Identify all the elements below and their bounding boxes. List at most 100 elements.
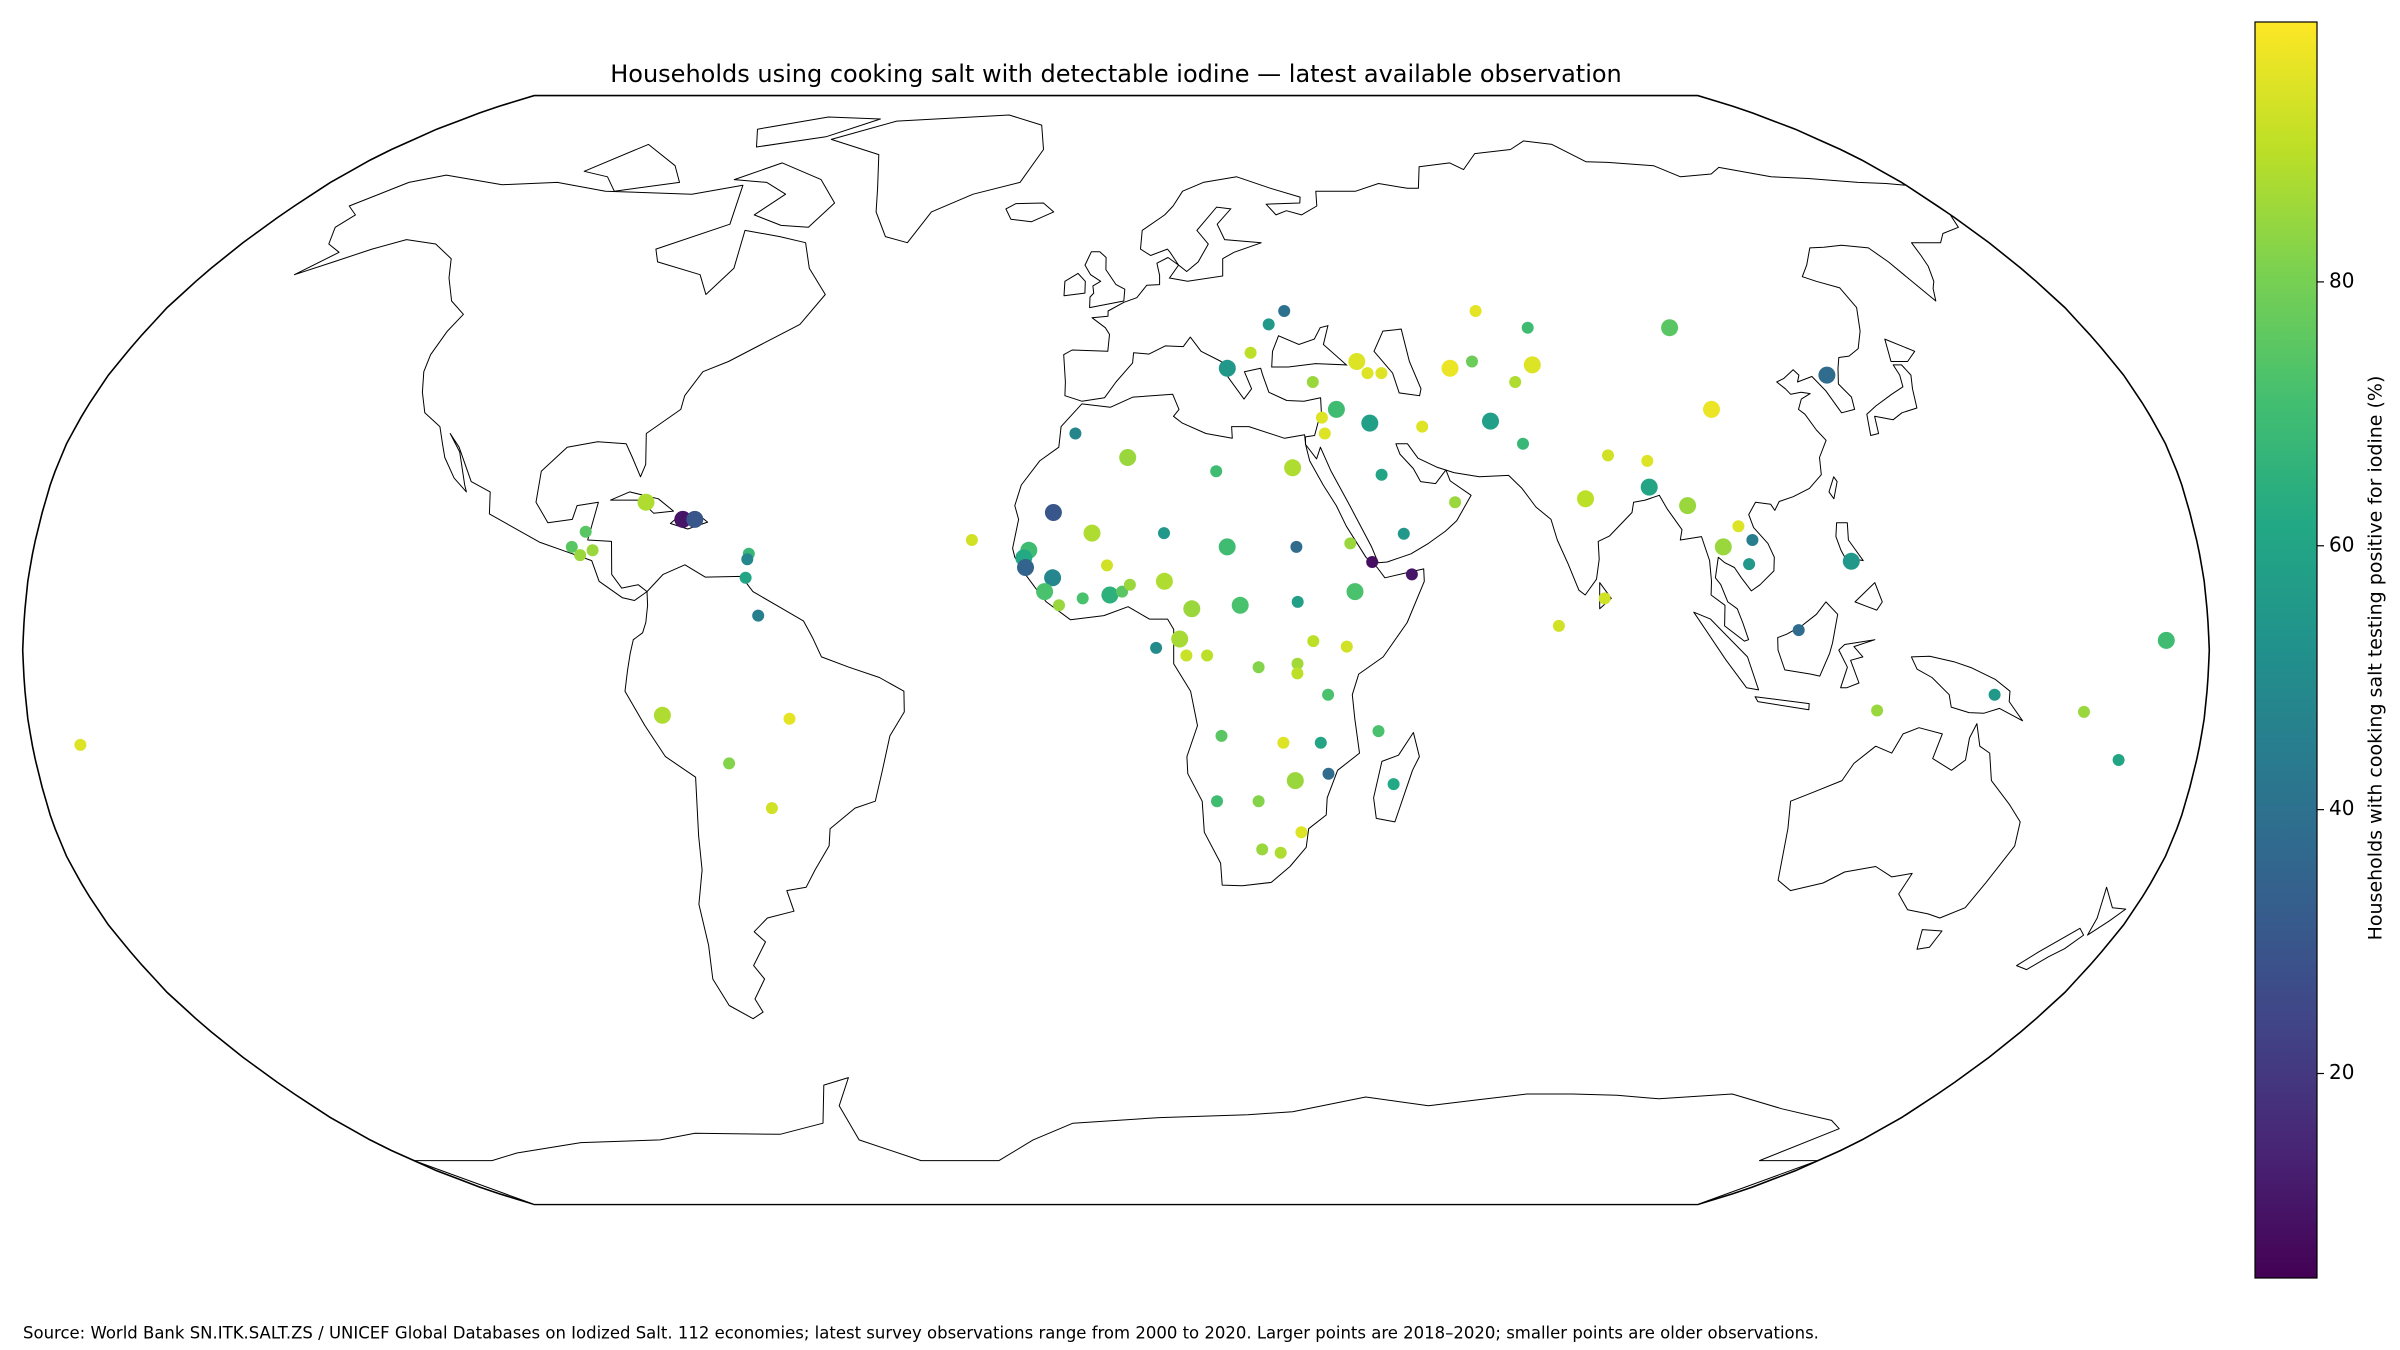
inland-sea xyxy=(1271,325,1348,368)
data-point xyxy=(1318,427,1331,440)
data-point xyxy=(1171,630,1189,648)
data-point xyxy=(1818,366,1836,384)
data-point xyxy=(1482,412,1499,430)
data-point xyxy=(1291,657,1304,670)
data-point xyxy=(1307,635,1320,648)
data-point xyxy=(1277,736,1290,749)
data-point xyxy=(1346,583,1364,601)
data-point xyxy=(1155,572,1173,590)
data-point xyxy=(1123,578,1136,591)
data-point xyxy=(1641,454,1654,467)
chart-title: Households using cooking salt with detec… xyxy=(610,60,1622,88)
data-point xyxy=(1290,540,1303,553)
data-point xyxy=(1661,319,1679,337)
land xyxy=(1916,929,1943,950)
colorbar-tick-label: 40 xyxy=(2329,796,2354,820)
data-point xyxy=(1405,568,1418,581)
data-point xyxy=(1286,772,1304,790)
data-point xyxy=(1119,449,1137,466)
data-point xyxy=(783,712,796,725)
data-point xyxy=(1375,468,1388,481)
colorbar-tick-label: 60 xyxy=(2329,532,2354,556)
data-point xyxy=(1640,478,1658,496)
data-point xyxy=(1679,497,1697,515)
land xyxy=(583,143,680,192)
data-point xyxy=(1416,420,1429,433)
data-point xyxy=(653,706,671,724)
colorbar-label: Households with cooking salt testing pos… xyxy=(2365,376,2387,941)
data-point xyxy=(1387,778,1400,791)
data-point xyxy=(1348,353,1366,370)
land xyxy=(1012,393,1425,887)
data-point xyxy=(1552,619,1565,632)
data-point xyxy=(574,549,587,562)
data-point xyxy=(1714,538,1732,556)
land xyxy=(1063,272,1086,297)
data-point xyxy=(1252,661,1265,674)
data-point xyxy=(586,544,599,557)
data-point xyxy=(765,802,778,815)
data-point xyxy=(1211,795,1223,808)
data-point xyxy=(1602,449,1614,462)
inland-sea xyxy=(1168,206,1262,282)
land xyxy=(1854,582,1883,611)
colorbar: 20 40 60 80 xyxy=(2254,21,2354,1279)
data-point xyxy=(1101,559,1113,572)
land xyxy=(1828,476,1838,500)
data-point xyxy=(1180,649,1193,662)
data-point xyxy=(1044,569,1062,587)
data-point xyxy=(1361,367,1374,380)
data-point xyxy=(1101,586,1119,604)
data-point xyxy=(2112,754,2125,766)
data-point xyxy=(1244,346,1257,359)
data-point xyxy=(1322,767,1335,780)
data-point xyxy=(965,534,978,546)
data-point xyxy=(752,609,765,622)
data-point xyxy=(1218,538,1236,556)
data-point xyxy=(686,510,704,528)
land xyxy=(1373,732,1420,823)
data-point xyxy=(741,553,754,566)
data-point xyxy=(1291,667,1304,680)
data-point xyxy=(1076,592,1089,605)
data-point xyxy=(1322,688,1335,701)
data-point xyxy=(2078,705,2090,718)
data-point xyxy=(1521,321,1534,334)
data-point xyxy=(1314,736,1327,749)
data-point xyxy=(1577,490,1594,508)
data-point xyxy=(1517,437,1529,450)
data-point xyxy=(1732,520,1745,533)
land xyxy=(2016,927,2085,971)
land xyxy=(1063,140,1959,642)
map-frame xyxy=(21,94,2211,1206)
data-point xyxy=(1466,355,1478,368)
data-point xyxy=(1036,583,1054,601)
colorbar-tick-label: 20 xyxy=(2329,1060,2354,1084)
inland-sea xyxy=(1373,328,1422,397)
land xyxy=(1910,655,2024,722)
data-point xyxy=(1375,367,1388,380)
data-point xyxy=(1183,600,1201,618)
data-point xyxy=(1218,359,1236,377)
data-point xyxy=(1344,537,1357,550)
data-point xyxy=(1361,414,1379,432)
land xyxy=(733,162,836,228)
land xyxy=(413,1077,1840,1205)
data-point xyxy=(1017,559,1034,576)
data-point xyxy=(2157,631,2175,649)
data-point xyxy=(1150,641,1163,654)
data-point xyxy=(1044,504,1062,521)
data-point xyxy=(1291,595,1304,608)
data-point xyxy=(1201,649,1214,662)
data-point xyxy=(674,510,692,528)
data-point xyxy=(1284,459,1302,477)
data-point xyxy=(1327,400,1345,418)
land xyxy=(1838,639,1876,689)
source-note: Source: World Bank SN.ITK.SALT.ZS / UNIC… xyxy=(23,1324,1819,1343)
land xyxy=(1693,611,1760,691)
data-point xyxy=(1842,552,1860,570)
data-point xyxy=(1598,592,1611,605)
data-point xyxy=(1306,376,1319,388)
land xyxy=(830,114,1044,244)
